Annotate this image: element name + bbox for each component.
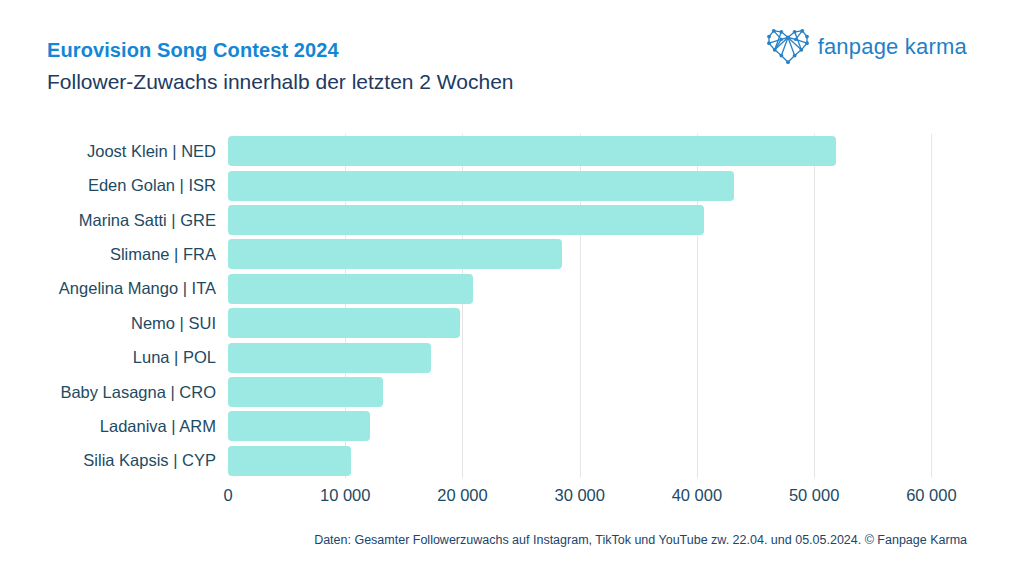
category-label: Slimane | FRA	[0, 245, 216, 264]
bar	[228, 377, 383, 407]
category-label: Baby Lasagna | CRO	[0, 383, 216, 402]
page-subtitle: Follower-Zuwachs innerhalb der letzten 2…	[47, 70, 514, 94]
bar-row: Silia Kapsis | CYP	[0, 444, 990, 478]
bar-row: Ladaniva | ARM	[0, 409, 990, 443]
bar	[228, 308, 460, 338]
bar	[228, 343, 431, 373]
polygon-heart-icon	[767, 28, 809, 66]
follower-growth-bar-chart: Joost Klein | NED Eden Golan | ISR Marina …	[0, 134, 990, 534]
x-tick-label: 40 000	[642, 486, 752, 505]
x-tick-label: 10 000	[290, 486, 400, 505]
bar-row: Angelina Mango | ITA	[0, 272, 990, 306]
category-label: Silia Kapsis | CYP	[0, 451, 216, 470]
bar	[228, 274, 473, 304]
category-label: Luna | POL	[0, 348, 216, 367]
bar-track	[228, 308, 990, 338]
bar-row: Eden Golan | ISR	[0, 168, 990, 202]
x-axis: 010 00020 00030 00040 00050 00060 000	[228, 486, 990, 510]
bar	[228, 171, 734, 201]
bar-row: Marina Satti | GRE	[0, 203, 990, 237]
bar-row: Joost Klein | NED	[0, 134, 990, 168]
logo-text: fanpage karma	[818, 34, 967, 60]
bar-track	[228, 136, 990, 166]
x-tick-label: 50 000	[759, 486, 869, 505]
bar-row: Baby Lasagna | CRO	[0, 375, 990, 409]
category-label: Joost Klein | NED	[0, 142, 216, 161]
bar-track	[228, 205, 990, 235]
page-title: Eurovision Song Contest 2024	[47, 39, 339, 62]
bar-row: Slimane | FRA	[0, 237, 990, 271]
report-page: Eurovision Song Contest 2024 Follower-Zu…	[0, 0, 1024, 576]
bar	[228, 446, 351, 476]
x-tick-label: 30 000	[525, 486, 635, 505]
fanpage-karma-logo: fanpage karma	[767, 28, 967, 66]
category-label: Ladaniva | ARM	[0, 417, 216, 436]
bar-track	[228, 274, 990, 304]
bar-row: Nemo | SUI	[0, 306, 990, 340]
x-tick-label: 60 000	[876, 486, 986, 505]
category-label: Marina Satti | GRE	[0, 211, 216, 230]
x-tick-label: 0	[173, 486, 283, 505]
bar-track	[228, 343, 990, 373]
bar	[228, 411, 370, 441]
source-note: Daten: Gesamter Followerzuwachs auf Inst…	[314, 533, 967, 547]
bar	[228, 136, 836, 166]
chart-rows: Joost Klein | NED Eden Golan | ISR Marina …	[0, 134, 990, 478]
bar	[228, 205, 704, 235]
category-label: Angelina Mango | ITA	[0, 279, 216, 298]
bar-track	[228, 171, 990, 201]
category-label: Nemo | SUI	[0, 314, 216, 333]
x-tick-label: 20 000	[407, 486, 517, 505]
bar-row: Luna | POL	[0, 340, 990, 374]
bar-track	[228, 377, 990, 407]
bar-track	[228, 446, 990, 476]
bar	[228, 239, 562, 269]
bar-track	[228, 411, 990, 441]
bar-track	[228, 239, 990, 269]
category-label: Eden Golan | ISR	[0, 176, 216, 195]
